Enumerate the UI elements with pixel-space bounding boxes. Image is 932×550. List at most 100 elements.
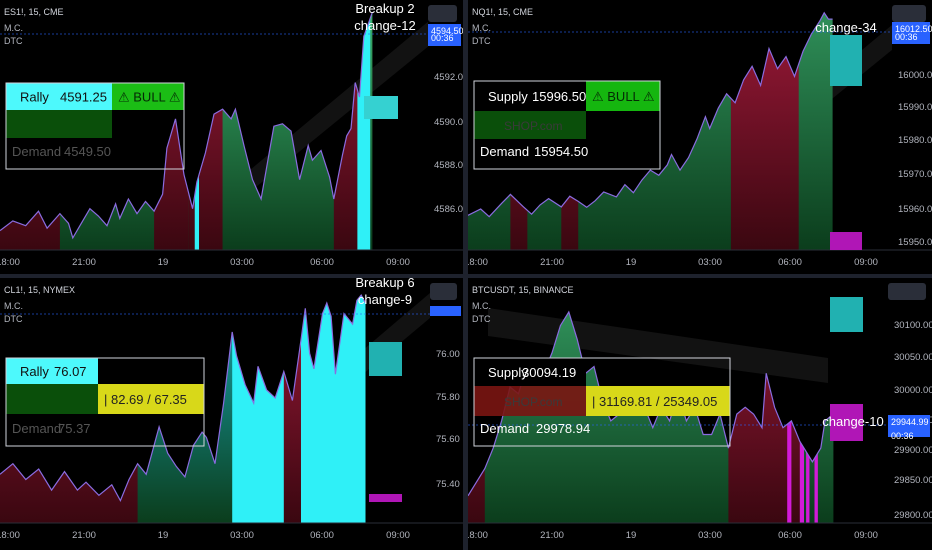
- time-tick-label: 21:00: [72, 530, 96, 541]
- axis-button[interactable]: [888, 283, 926, 300]
- panel-mid-cell: [474, 386, 586, 416]
- time-tick-label: 21:00: [540, 257, 564, 268]
- panel-bottom-label: Demand: [480, 421, 529, 436]
- pane-es: 4592.00 4590.00 4588.00 4586.00 4594.5000:36…: [0, 0, 463, 274]
- price-tick-label: 75.40: [436, 479, 460, 490]
- panel-mid-cell: [474, 111, 586, 139]
- last-price-badge: [888, 415, 930, 437]
- panel-signal-label: | 31169.81 / 25349.05: [592, 394, 717, 409]
- price-tick-label: 30050.00: [894, 352, 932, 363]
- panel-bottom-value: 29978.94: [536, 421, 590, 436]
- indicator-label: M.C.: [472, 23, 491, 33]
- panel-watermark-label: SHOP.com: [504, 395, 562, 409]
- panel-bottom-value: 75.37: [58, 421, 91, 436]
- panel-signal-cell: [98, 384, 204, 414]
- signal-header-label: change-10: [822, 414, 883, 429]
- symbol-label: NQ1!, 15, CME: [472, 7, 533, 17]
- zone-box: [369, 342, 402, 376]
- panel-top-value: 15996.50: [532, 89, 586, 104]
- indicator-label: M.C.: [4, 23, 23, 33]
- chart-nq: 16000.00 15990.00 15980.00 15970.00 15960.00…: [468, 0, 932, 274]
- zone-box: [830, 232, 862, 250]
- time-axis[interactable]: [468, 250, 932, 274]
- time-tick-label: 03:00: [230, 530, 254, 541]
- indicator-label: DTC: [472, 314, 491, 324]
- time-axis[interactable]: [468, 523, 932, 550]
- zone-box: [830, 404, 863, 441]
- last-price-badge: [430, 306, 461, 316]
- panel-signal-label: ⚠ BULL ⚠: [118, 90, 181, 105]
- price-tick-label: 29800.00: [894, 510, 932, 521]
- chart-btc: 30100.0030050.0030000.0029950.0029900.00…: [468, 278, 932, 550]
- time-tick-label: 18:00: [0, 530, 20, 541]
- last-price-label: 29944.99: [891, 417, 929, 427]
- signal-header-label: change-34: [815, 20, 876, 35]
- breakup-column: [194, 12, 200, 250]
- bearish-spike-column: [806, 312, 810, 523]
- panel-top-cell: [474, 81, 586, 111]
- symbol-label: ES1!, 15, CME: [4, 7, 64, 17]
- time-tick-label: 09:00: [854, 530, 878, 541]
- time-tick-label: 19: [158, 530, 169, 541]
- panel-signal-label: | 82.69 / 67.35: [104, 392, 187, 407]
- time-tick-label: 06:00: [310, 257, 334, 268]
- price-tick-label: 30000.00: [894, 385, 932, 396]
- price-axis[interactable]: [430, 278, 463, 550]
- zone-box: [369, 494, 402, 502]
- panel-mid-cell: [6, 384, 98, 414]
- countdown-label: 00:36: [431, 33, 454, 43]
- breakup-column: [301, 295, 366, 523]
- panel-top-value: 76.07: [54, 364, 87, 379]
- signal-header-label: Breakup 2: [355, 1, 414, 16]
- price-tick-label: 30100.00: [894, 320, 932, 331]
- signal-header-label: Breakup 6: [355, 278, 414, 290]
- time-axis[interactable]: [0, 250, 463, 274]
- info-panel-border: [473, 357, 731, 447]
- price-line: [0, 11, 373, 240]
- price-axis[interactable]: [892, 0, 932, 274]
- bearish-column: [188, 12, 223, 250]
- time-tick-label: 09:00: [386, 530, 410, 541]
- last-price-badge: [428, 24, 461, 46]
- panel-top-label: Supply: [488, 365, 528, 380]
- axis-button[interactable]: [428, 5, 457, 22]
- pane-btc: 30100.0030050.0030000.0029950.0029900.00…: [468, 278, 932, 550]
- time-tick-label: 09:00: [386, 257, 410, 268]
- last-price-label: 16012.50: [895, 24, 932, 34]
- panel-top-cell: [474, 358, 586, 386]
- time-tick-label: 18:00: [468, 530, 488, 541]
- zone-box: [364, 96, 398, 119]
- panel-bottom-value: 15954.50: [534, 144, 588, 159]
- panel-signal-label: ⚠ BULL ⚠: [592, 89, 655, 104]
- time-tick-label: 19: [158, 257, 169, 268]
- bearish-spike-column: [814, 312, 818, 523]
- price-tick-label: 76.00: [436, 349, 460, 360]
- panel-signal-cell: [586, 81, 660, 111]
- time-tick-label: 06:00: [310, 530, 334, 541]
- indicator-label: DTC: [472, 36, 491, 46]
- panel-bottom-label: Demand: [12, 144, 61, 159]
- price-area: [0, 12, 373, 250]
- price-line: [0, 294, 367, 502]
- price-tick-label: 15970.00: [898, 169, 932, 180]
- zone-box: [830, 297, 863, 332]
- panel-bottom-label: Demand: [480, 144, 529, 159]
- info-panel-border: [5, 357, 205, 447]
- time-tick-label: 19: [626, 257, 637, 268]
- price-line: [468, 11, 833, 218]
- price-tick-label: 75.80: [436, 392, 460, 403]
- time-tick-label: 19: [626, 530, 637, 541]
- axis-button[interactable]: [430, 283, 457, 300]
- price-axis[interactable]: [888, 278, 932, 550]
- panel-bottom-value: 4549.50: [64, 144, 111, 159]
- bearish-column: [154, 12, 189, 250]
- panel-top-value: 4591.25: [60, 90, 107, 105]
- price-tick-label: 16000.00: [898, 70, 932, 81]
- time-axis[interactable]: [0, 523, 463, 550]
- axis-button[interactable]: [892, 5, 926, 22]
- time-tick-label: 18:00: [468, 257, 488, 268]
- indicator-label: M.C.: [4, 301, 23, 311]
- symbol-label: BTCUSDT, 15, BINANCE: [472, 285, 574, 295]
- price-tick-label: 15950.00: [898, 237, 932, 248]
- pane-divider-horizontal[interactable]: [0, 274, 932, 278]
